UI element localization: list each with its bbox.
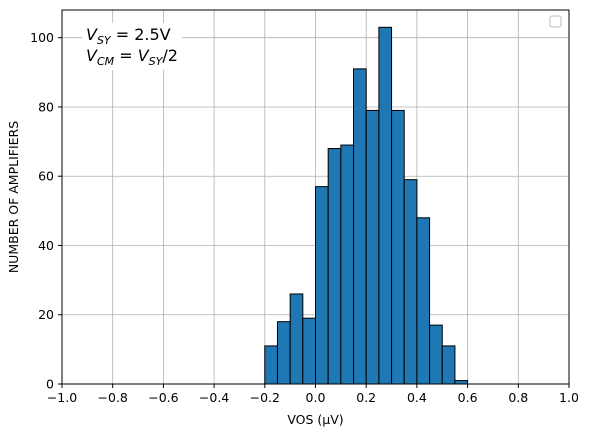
- x-tick-label: 1.0: [559, 390, 579, 405]
- y-tick-label: 100: [30, 30, 54, 45]
- annotation-background: [82, 23, 182, 70]
- y-tick-label: 80: [38, 99, 54, 114]
- x-tick-label: −0.4: [199, 390, 229, 405]
- x-tick-label: 0.2: [356, 390, 376, 405]
- x-tick-label: 0.6: [458, 390, 478, 405]
- histogram-bar: [276, 321, 291, 385]
- x-tick-label: 0.8: [508, 390, 528, 405]
- histogram-bar: [327, 148, 342, 385]
- y-axis-label: NUMBER OF AMPLIFIERS: [6, 121, 21, 273]
- x-tick-label: −1.0: [47, 390, 77, 405]
- histogram-bar: [289, 293, 304, 385]
- y-tick-label: 60: [38, 169, 54, 184]
- annotation-line-1: VSY = 2.5V: [86, 25, 171, 47]
- histogram-bar: [403, 179, 418, 385]
- histogram-bar: [378, 26, 393, 385]
- x-tick-label: 0.4: [407, 390, 427, 405]
- histogram-bar: [365, 109, 380, 385]
- x-tick-label: −0.6: [148, 390, 178, 405]
- y-tick-label: 0: [46, 377, 54, 392]
- x-tick-label: 0.0: [306, 390, 326, 405]
- y-tick-label: 40: [38, 238, 54, 253]
- y-axis-ticks: 0 20 40 60 80 100: [30, 30, 62, 392]
- x-axis-label: VOS (µV): [287, 412, 343, 427]
- x-axis-ticks: −1.0 −0.8 −0.6 −0.4 −0.2 0.0 0.2 0.4 0.6 0.8 1.0: [47, 384, 579, 405]
- histogram-bar: [441, 345, 456, 385]
- histogram-bar: [416, 217, 431, 385]
- histogram-bar: [315, 186, 329, 385]
- histogram-bar: [454, 380, 469, 385]
- histogram-bar: [340, 144, 355, 385]
- histogram-bar: [391, 109, 405, 385]
- histogram-bar: [353, 68, 367, 385]
- y-tick-label: 20: [38, 307, 54, 322]
- x-tick-label: −0.8: [98, 390, 128, 405]
- legend-box: [549, 15, 562, 28]
- annotation-box: VSY = 2.5V VCM = VSY/2: [82, 23, 182, 70]
- histogram-bar: [302, 317, 317, 385]
- histogram-bar: [264, 345, 278, 385]
- histogram-bars: [264, 26, 469, 385]
- histogram-bar: [429, 324, 443, 385]
- annotation-line-2: VCM = VSY/2: [86, 46, 178, 68]
- x-tick-label: −0.2: [250, 390, 280, 405]
